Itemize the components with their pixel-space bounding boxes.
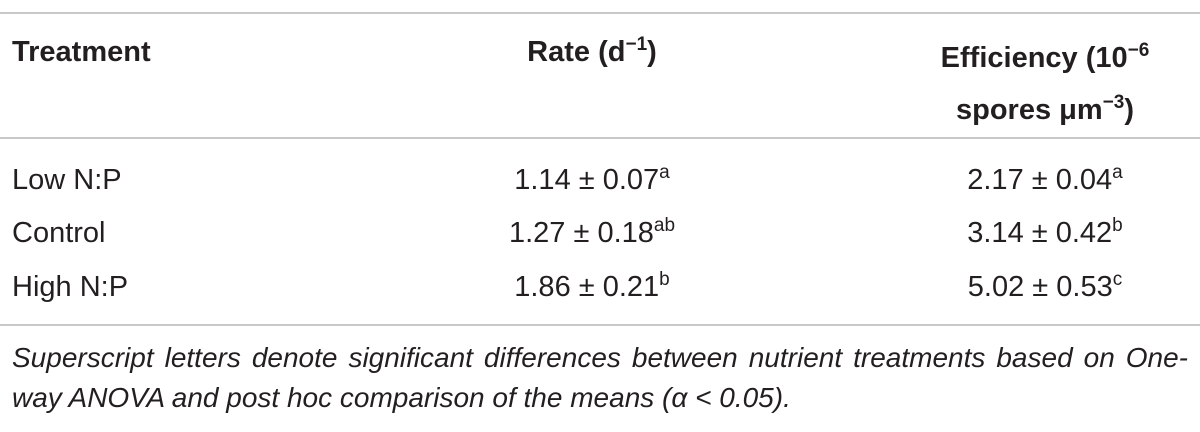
value-cell: 5.02 ± 0.53c	[890, 267, 1200, 307]
value-cell: 1.27 ± 0.18ab	[452, 213, 732, 253]
value-text: 1.14 ± 0.07	[514, 164, 660, 196]
value-cell: 1.86 ± 0.21b	[452, 267, 732, 307]
header-cell: Rate (d−1)	[452, 32, 732, 72]
treatment-cell: Low N:P	[12, 164, 122, 196]
value-text: 3.14 ± 0.42	[967, 217, 1113, 249]
value-text: 1.86 ± 0.21	[514, 271, 660, 303]
footnote: Superscript letters denote significant d…	[12, 342, 1188, 413]
header-text: )	[1124, 94, 1135, 126]
value-text: 1.27 ± 0.18	[508, 217, 654, 249]
header-sup: −1	[625, 34, 648, 55]
treatment-cell: High N:P	[12, 271, 129, 303]
value-text: 5.02 ± 0.53	[967, 271, 1113, 303]
value-cell: 1.14 ± 0.07a	[452, 160, 732, 200]
header-rule	[0, 137, 1200, 139]
bottom-rule	[0, 324, 1200, 326]
significance-letter: ab	[653, 215, 676, 236]
treatment-cell: Control	[12, 217, 106, 249]
significance-letter: b	[1112, 215, 1123, 236]
value-cell: 3.14 ± 0.42b	[890, 213, 1200, 253]
header-text: Rate (d	[527, 36, 626, 68]
value-text: 2.17 ± 0.04	[967, 164, 1113, 196]
significance-letter: a	[1112, 162, 1123, 183]
significance-letter: c	[1112, 269, 1123, 290]
significance-letter: a	[659, 162, 670, 183]
header-sup: −6	[1127, 40, 1150, 61]
header-text: Treatment	[12, 36, 151, 68]
header-text: )	[647, 36, 657, 68]
header-text: spores μm	[955, 94, 1103, 126]
significance-letter: b	[659, 269, 670, 290]
header-cell: Treatment	[12, 32, 151, 72]
top-rule	[0, 12, 1200, 14]
header-sup: −3	[1102, 92, 1125, 113]
value-cell: 2.17 ± 0.04a	[890, 160, 1200, 200]
header-cell: Efficiency (10−6 spores μm−3)	[890, 32, 1200, 136]
header-text: Efficiency (10	[940, 42, 1128, 74]
